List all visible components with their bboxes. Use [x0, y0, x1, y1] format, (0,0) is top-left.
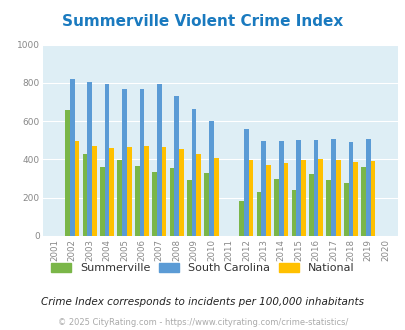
Bar: [92, 146, 96, 236]
Bar: [318, 159, 322, 236]
Bar: [283, 163, 288, 236]
Bar: [278, 141, 283, 236]
Bar: [248, 160, 253, 236]
Bar: [213, 158, 218, 236]
Legend: Summerville, South Carolina, National: Summerville, South Carolina, National: [51, 263, 354, 273]
Bar: [300, 160, 305, 236]
Bar: [187, 181, 191, 236]
Bar: [100, 167, 104, 236]
Bar: [261, 141, 266, 236]
Bar: [122, 88, 126, 236]
Bar: [239, 201, 243, 236]
Bar: [335, 160, 340, 236]
Bar: [330, 139, 335, 236]
Bar: [134, 166, 139, 236]
Bar: [313, 140, 318, 236]
Bar: [169, 168, 174, 236]
Bar: [152, 172, 157, 236]
Bar: [70, 79, 75, 236]
Bar: [308, 174, 313, 236]
Bar: [104, 84, 109, 236]
Bar: [209, 121, 213, 236]
Bar: [196, 154, 201, 236]
Bar: [87, 82, 92, 236]
Text: Crime Index corresponds to incidents per 100,000 inhabitants: Crime Index corresponds to incidents per…: [41, 297, 364, 307]
Bar: [273, 179, 278, 236]
Bar: [365, 139, 370, 236]
Bar: [204, 173, 209, 236]
Bar: [266, 165, 270, 236]
Bar: [347, 142, 352, 236]
Bar: [139, 88, 144, 236]
Bar: [144, 146, 149, 236]
Bar: [191, 109, 196, 236]
Bar: [126, 147, 131, 236]
Bar: [360, 167, 365, 236]
Bar: [75, 141, 79, 236]
Bar: [179, 149, 183, 236]
Text: Summerville Violent Crime Index: Summerville Violent Crime Index: [62, 14, 343, 29]
Text: © 2025 CityRating.com - https://www.cityrating.com/crime-statistics/: © 2025 CityRating.com - https://www.city…: [58, 318, 347, 327]
Bar: [343, 183, 347, 236]
Bar: [370, 161, 374, 236]
Bar: [243, 129, 248, 236]
Bar: [117, 160, 122, 236]
Bar: [256, 192, 261, 236]
Bar: [65, 110, 70, 236]
Bar: [174, 96, 179, 236]
Bar: [109, 148, 114, 236]
Bar: [157, 84, 161, 236]
Bar: [326, 181, 330, 236]
Bar: [82, 154, 87, 236]
Bar: [161, 147, 166, 236]
Bar: [291, 190, 296, 236]
Bar: [296, 140, 300, 236]
Bar: [352, 162, 357, 236]
